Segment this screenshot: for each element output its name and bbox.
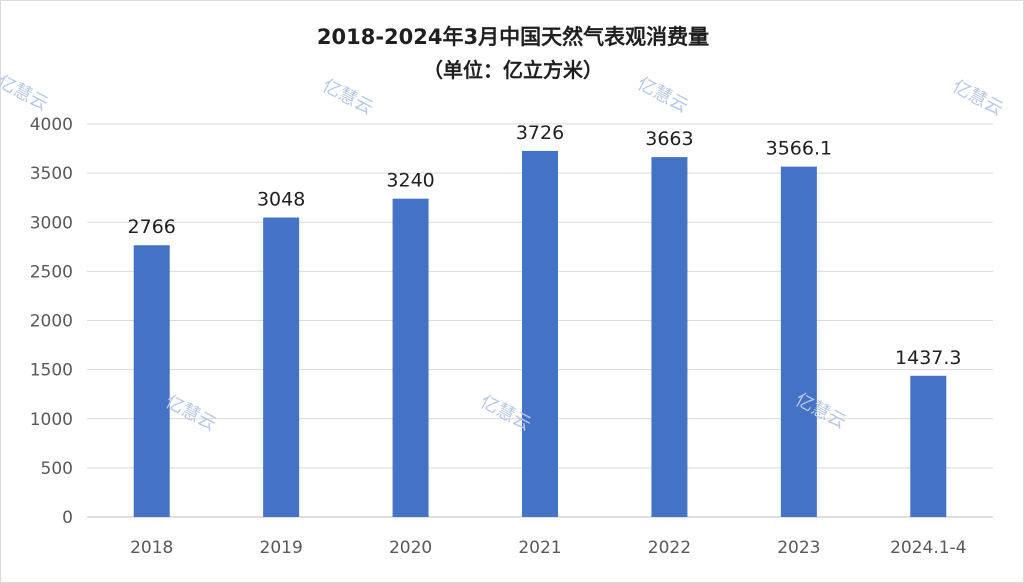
chart-subtitle: （单位：亿立方米） [423,58,603,82]
bar [263,217,300,517]
data-label: 1437.3 [895,347,961,369]
watermark: 亿慧云 [634,73,692,117]
bar [910,375,947,517]
x-tick-label: 2021 [518,538,561,558]
chart-title: 2018-2024年3月中国天然气表观消费量 [316,25,710,49]
x-tick-label: 2018 [130,538,173,558]
bar [522,150,558,517]
bar [651,157,688,518]
x-tick-label: 2024.1-4 [890,538,966,558]
data-label: 3048 [257,189,305,211]
watermark: 亿慧云 [162,391,220,435]
y-tick-label: 2500 [30,262,73,282]
x-tick-label: 2020 [389,538,432,558]
y-tick-label: 500 [41,459,73,479]
bar [780,166,817,517]
y-tick-label: 3000 [30,213,73,233]
watermark: 亿慧云 [0,71,51,115]
watermark: 亿慧云 [319,75,377,119]
data-label: 3566.1 [766,138,832,160]
bar [392,198,429,518]
y-tick-label: 3500 [30,164,73,184]
data-label: 3240 [386,170,434,192]
y-tick-label: 2000 [30,312,73,332]
y-tick-label: 1000 [30,410,73,430]
data-label: 3726 [516,122,564,144]
y-tick-label: 4000 [30,115,73,135]
x-tick-label: 2019 [260,538,303,558]
data-label: 3663 [645,128,693,150]
bar [133,245,170,518]
watermark: 亿慧云 [949,76,1007,120]
data-label: 2766 [128,216,176,238]
y-tick-label: 1500 [30,361,73,381]
y-tick-label: 0 [62,508,73,528]
x-tick-label: 2023 [777,538,820,558]
x-tick-label: 2022 [648,538,691,558]
